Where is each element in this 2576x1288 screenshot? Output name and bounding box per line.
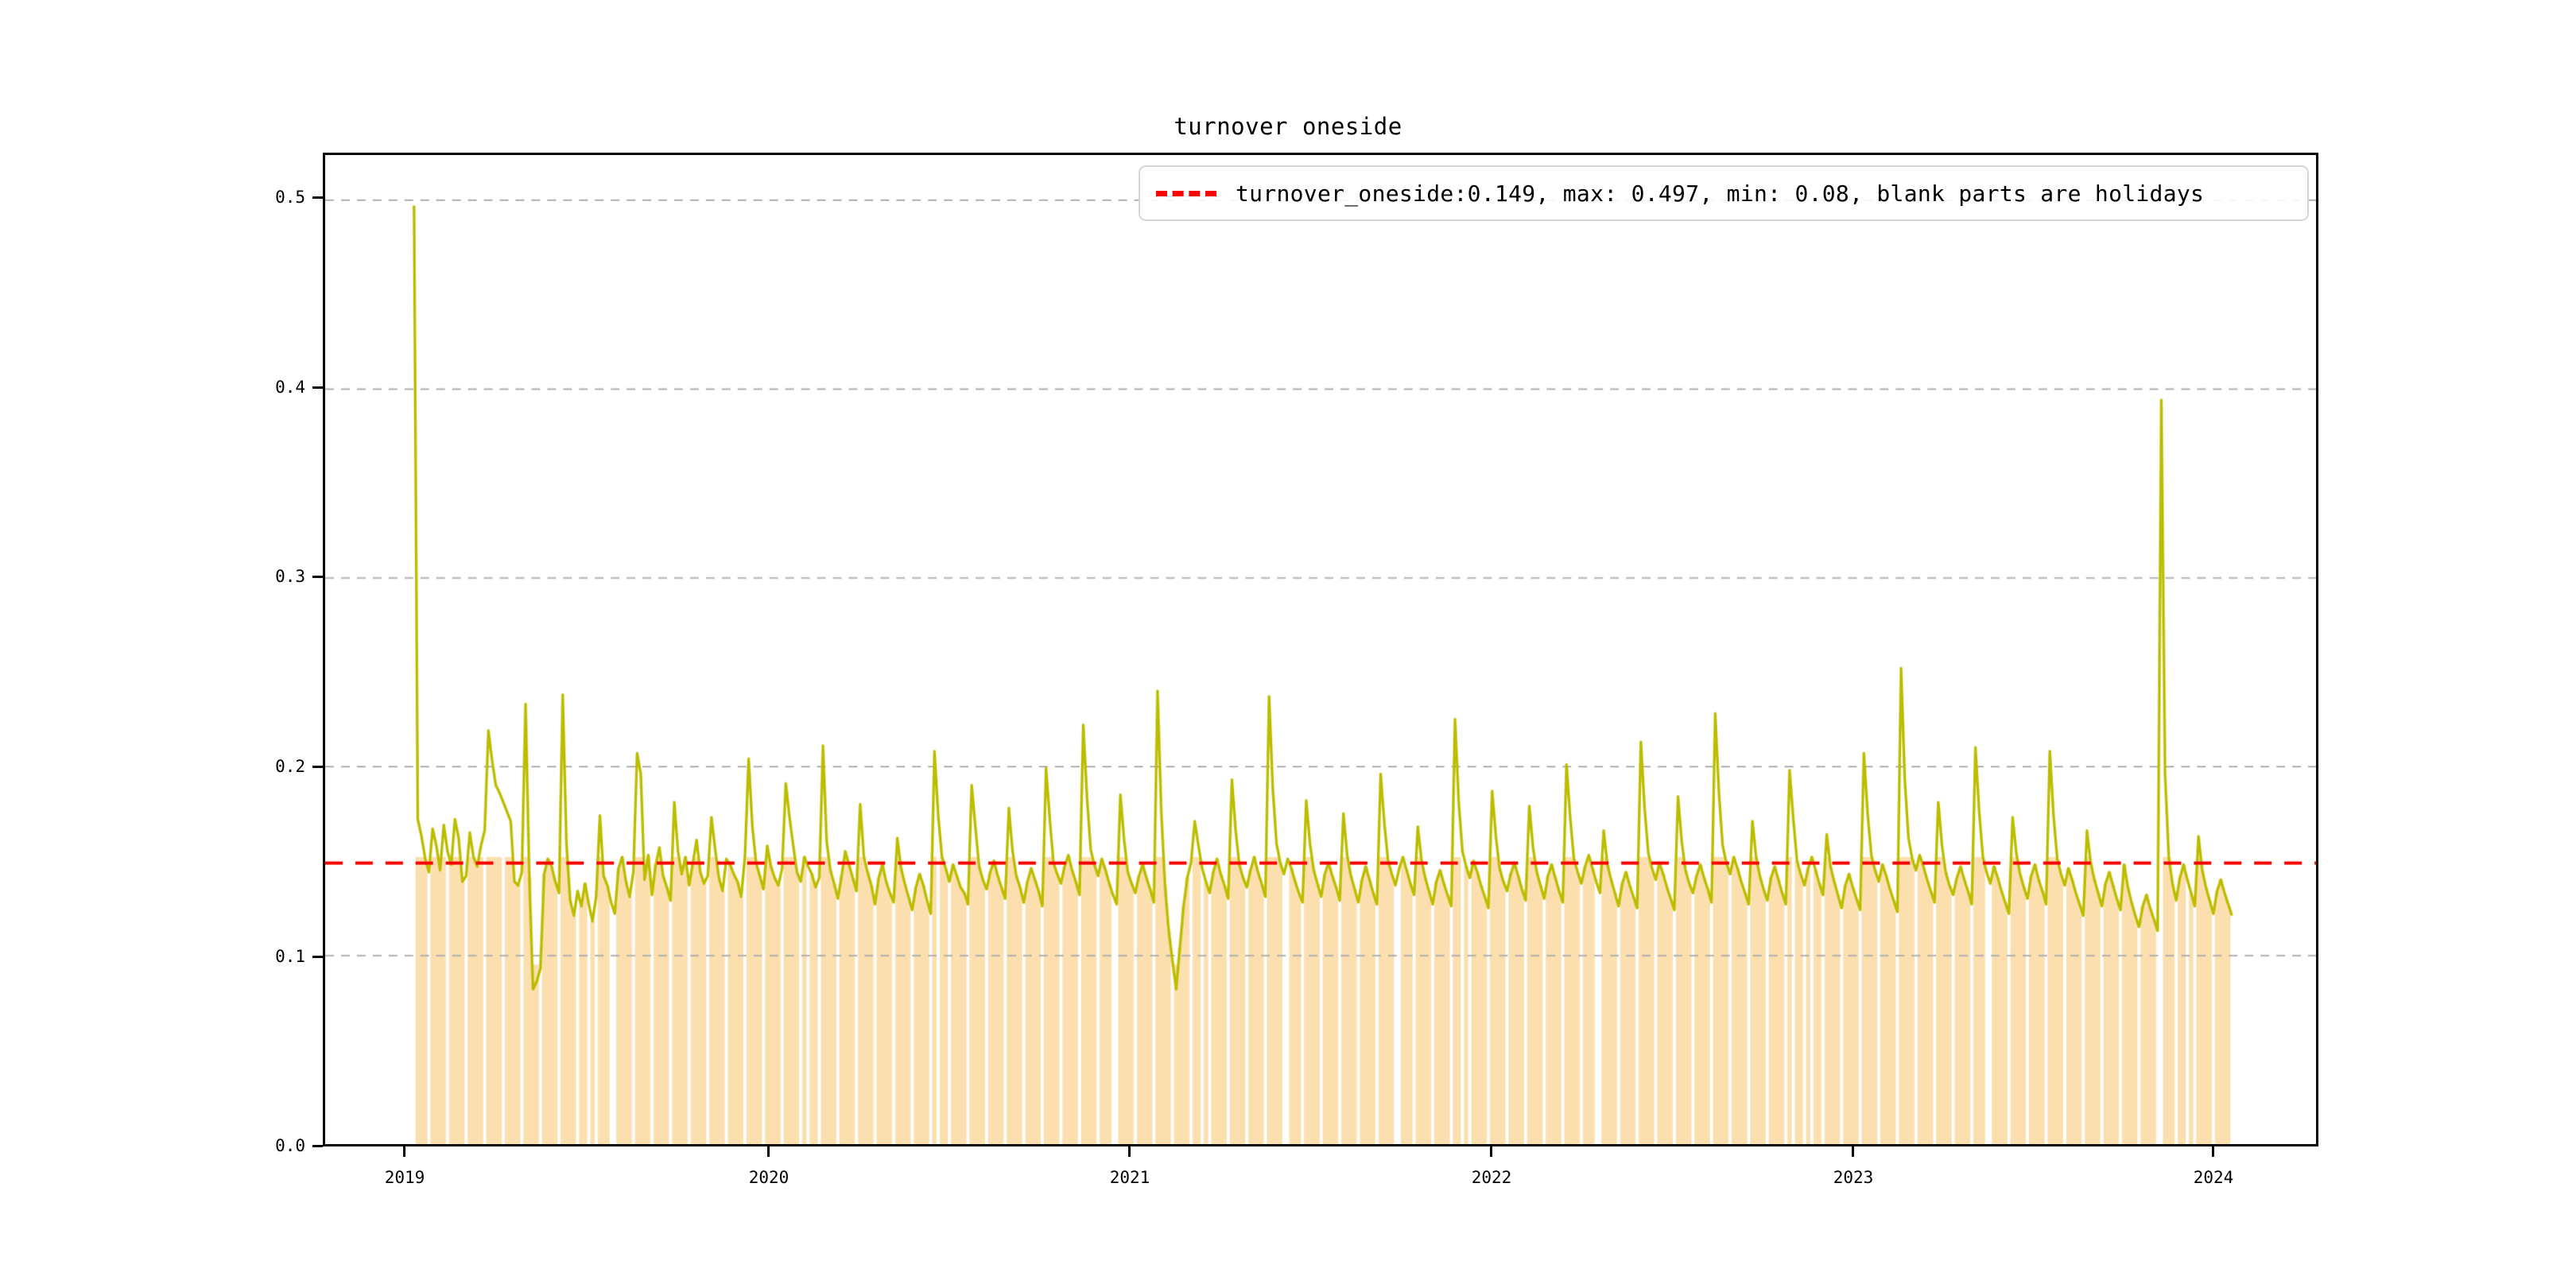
ytick-mark-0.5 [312, 196, 323, 199]
xtick-label-2022: 2022 [1471, 1168, 1512, 1187]
ytick-mark-0.1 [312, 956, 323, 958]
legend-line-swatch-mean [1156, 190, 1216, 196]
xtick-label-2023: 2023 [1833, 1168, 1874, 1187]
xtick-mark-2022 [1490, 1146, 1492, 1157]
xtick-mark-2021 [1128, 1146, 1131, 1157]
xtick-label-2019: 2019 [384, 1168, 425, 1187]
xtick-mark-2020 [767, 1146, 770, 1157]
xtick-label-2021: 2021 [1109, 1168, 1150, 1187]
ytick-label-0.5: 0.5 [275, 188, 305, 207]
chart-legend[interactable]: turnover_oneside:0.149, max: 0.497, min:… [1139, 165, 2309, 221]
legend-label-turnover-oneside: turnover_oneside:0.149, max: 0.497, min:… [1236, 180, 2205, 207]
xtick-mark-2019 [403, 1146, 405, 1157]
ytick-mark-0.2 [312, 766, 323, 768]
ytick-mark-0.4 [312, 386, 323, 389]
chart-canvas [325, 155, 2316, 1144]
ytick-mark-0.0 [312, 1145, 323, 1147]
ytick-label-0.3: 0.3 [275, 567, 305, 586]
plot-area [323, 153, 2318, 1146]
xtick-mark-2024 [2212, 1146, 2214, 1157]
ytick-label-0.4: 0.4 [275, 378, 305, 397]
xtick-label-2020: 2020 [748, 1168, 789, 1187]
xtick-label-2024: 2024 [2193, 1168, 2234, 1187]
ytick-label-0.1: 0.1 [275, 947, 305, 966]
ytick-mark-0.3 [312, 576, 323, 578]
chart-title: turnover oneside [1174, 113, 1402, 140]
ytick-label-0.2: 0.2 [275, 757, 305, 776]
ytick-label-0.0: 0.0 [275, 1136, 305, 1155]
xtick-mark-2023 [1852, 1146, 1854, 1157]
